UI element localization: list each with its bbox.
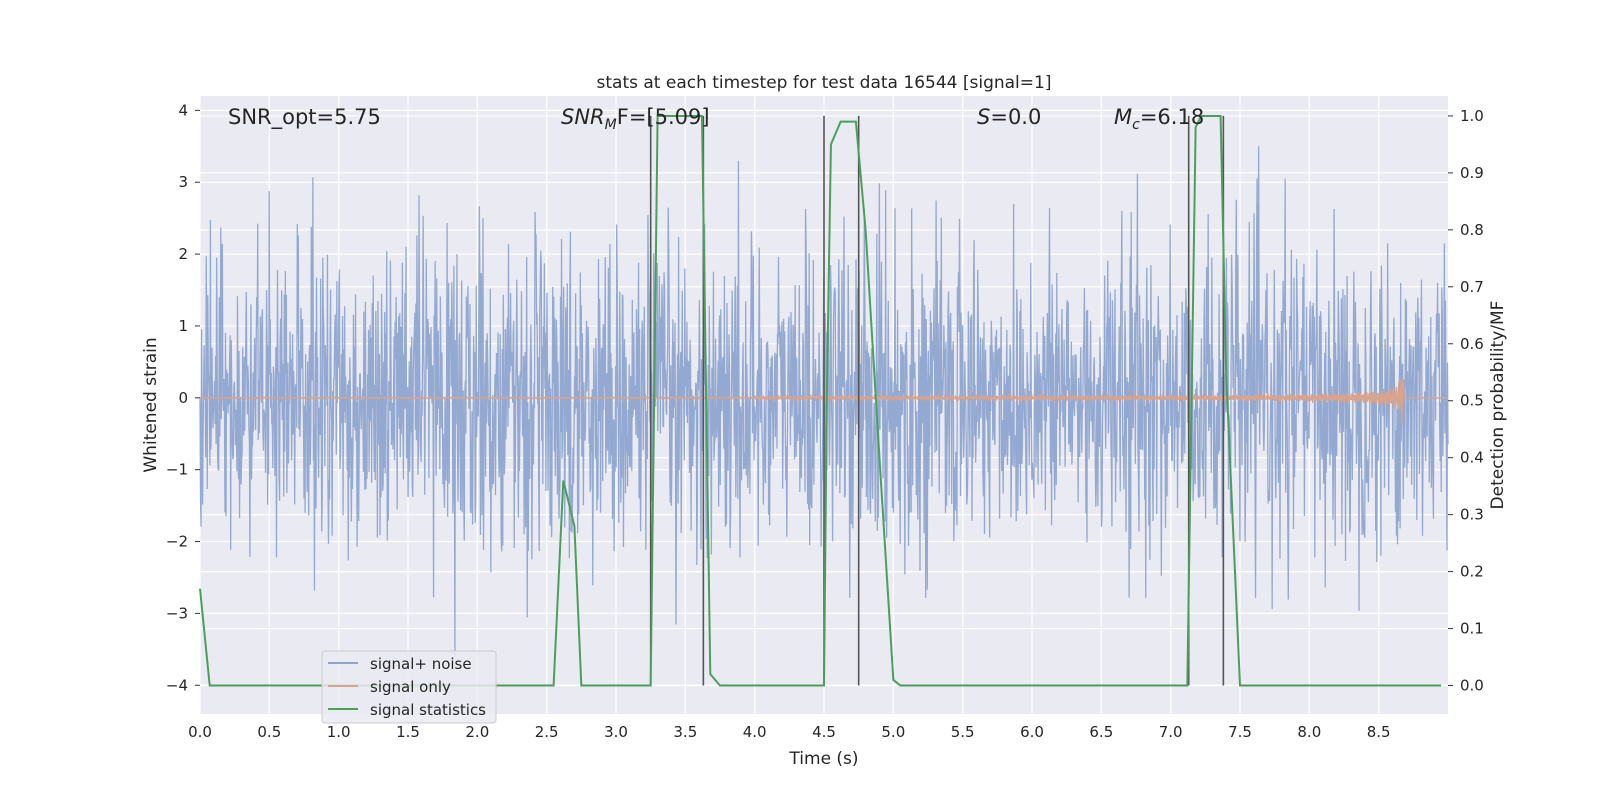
y-tick-label-left: −1: [166, 461, 188, 479]
y-tick-label-right: 0.6: [1460, 335, 1484, 353]
x-tick-label: 7.5: [1228, 723, 1252, 741]
y-tick-label-right: 0.4: [1460, 449, 1484, 467]
y-tick-label-left: −4: [166, 676, 188, 694]
annotation-mc-sub: c: [1132, 117, 1140, 133]
y-tick-label-left: 2: [178, 245, 188, 263]
y-tick-label-right: 0.8: [1460, 221, 1484, 239]
y-tick-label-right: 0.5: [1460, 392, 1484, 410]
x-tick-label: 5.0: [881, 723, 905, 741]
signal-statistics-line: [199, 114, 1442, 687]
y-tick-label-right: 0.2: [1460, 563, 1484, 581]
annotation-mc-rest: =6.18: [1140, 105, 1204, 129]
y-axis-label-right: Detection probability/MF: [1488, 301, 1508, 510]
annotation-snr-mf-rest: F=[5.09]: [617, 105, 710, 129]
legend-label-signal-noise: signal+ noise: [370, 655, 472, 673]
x-tick-label: 1.5: [396, 723, 420, 741]
x-tick-label: 6.0: [1020, 723, 1044, 741]
y-tick-label-right: 0.3: [1460, 506, 1484, 524]
y-tick-label-right: 0.1: [1460, 620, 1484, 638]
x-tick-label: 8.0: [1297, 723, 1321, 741]
annotation-snr-mf: SNRMF=[5.09]: [561, 105, 710, 133]
y-axis-label-left: Whitened strain: [141, 337, 161, 472]
legend-box: [321, 650, 497, 724]
x-tick-label: 3.5: [673, 723, 697, 741]
x-tick-label: 2.0: [465, 723, 489, 741]
y-tick-label-left: 1: [178, 317, 188, 335]
y-tick-label-right: 0.0: [1460, 677, 1484, 695]
x-tick-label: 4.0: [743, 723, 767, 741]
x-tick-label: 0.5: [257, 723, 281, 741]
x-tick-label: 8.5: [1367, 723, 1391, 741]
annotation-mc-base: M: [1114, 105, 1132, 129]
x-tick-label: 7.0: [1159, 723, 1183, 741]
y-tick-label-right: 0.7: [1460, 278, 1484, 296]
y-tick-label-left: 0: [178, 389, 188, 407]
signal-statistics-series: [199, 114, 1442, 687]
x-tick-label: 0.0: [188, 723, 212, 741]
y-tick-label-right: 0.9: [1460, 164, 1484, 182]
legend-label-signal-statistics: signal statistics: [370, 701, 486, 719]
axes-layer: 0.0 0.5 1.0 1.5 2.0 2.5 3.0 3.5 4.0 4.5 5.0 5.5 6.0 6…: [166, 101, 1484, 741]
x-tick-label: 1.0: [327, 723, 351, 741]
annotation-snr-mf-sub: M: [605, 117, 617, 133]
x-tick-label: 2.5: [535, 723, 559, 741]
y-tick-label-left: 3: [178, 173, 188, 191]
annotation-snr-mf-base: SNR: [561, 105, 605, 129]
x-axis-label: Time (s): [788, 749, 858, 769]
legend-label-signal-only: signal only: [370, 678, 451, 696]
x-tick-label: 6.5: [1089, 723, 1113, 741]
x-tick-label: 5.5: [951, 723, 975, 741]
annotation-mc: Mc=6.18: [1114, 105, 1204, 133]
chart-title: stats at each timestep for test data 165…: [597, 73, 1052, 93]
annotation-s: S=0.0: [977, 105, 1041, 129]
x-tick-label: 3.0: [604, 723, 628, 741]
legend: signal+ noise signal only signal statist…: [321, 650, 497, 724]
y-tick-label-right: 1.0: [1460, 107, 1484, 125]
y-tick-label-left: 4: [178, 101, 188, 119]
y-tick-label-left: −2: [166, 533, 188, 551]
x-tick-label: 4.5: [812, 723, 836, 741]
annotation-s-rest: =0.0: [990, 105, 1041, 129]
annotation-s-italic: S: [977, 105, 990, 129]
y-tick-label-left: −3: [166, 604, 188, 622]
annotation-snr-opt: SNR_opt=5.75: [228, 105, 381, 130]
